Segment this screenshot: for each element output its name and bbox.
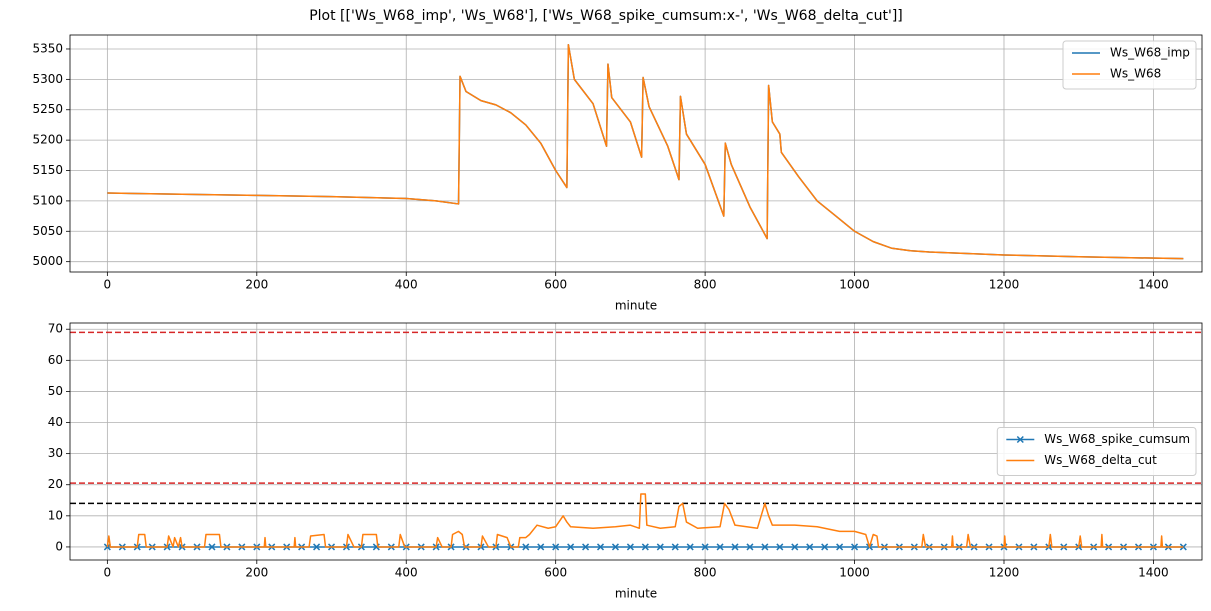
plot-area: [107, 43, 1184, 260]
legend-box: [996, 427, 1197, 476]
y-tick-label: 5350: [32, 41, 63, 55]
series-marker: [746, 543, 754, 551]
y-tick-label: 70: [48, 322, 63, 336]
y-tick-label: 5250: [32, 102, 63, 116]
y-tick-label: 50: [48, 384, 63, 398]
series-marker: [686, 543, 694, 551]
x-tick-label: 200: [245, 278, 268, 292]
x-tick-label: 400: [395, 566, 418, 580]
y-tick-label: 10: [48, 508, 63, 522]
series-marker: [731, 543, 739, 551]
y-tick-label: 5050: [32, 224, 63, 238]
x-tick-label: 600: [544, 278, 567, 292]
figure-title: Plot [['Ws_W68_imp', 'Ws_W68'], ['Ws_W68…: [309, 8, 903, 24]
legend-label: Ws_W68_spike_cumsum: [1044, 432, 1190, 446]
series-marker: [522, 543, 530, 551]
plot-area: [70, 331, 1202, 551]
series-marker: [836, 543, 844, 551]
series-marker: [582, 543, 590, 551]
axes-frame: [69, 34, 1203, 273]
series-marker: [761, 543, 769, 551]
y-tick-label: 5100: [32, 193, 63, 207]
x-tick-label: 400: [395, 278, 418, 292]
x-tick-label: 1400: [1138, 278, 1169, 292]
series-line: [107, 43, 1184, 260]
y-tick-label: 40: [48, 415, 63, 429]
x-axis-label: minute: [615, 299, 657, 313]
x-tick-label: 1200: [989, 566, 1020, 580]
x-tick-label: 800: [694, 278, 717, 292]
series-marker: [776, 543, 784, 551]
series-marker: [701, 543, 709, 551]
series-marker: [641, 543, 649, 551]
legend-label: Ws_W68: [1110, 67, 1161, 81]
series-marker: [716, 543, 724, 551]
y-tick-label: 5200: [32, 133, 63, 147]
series-marker: [537, 543, 545, 551]
y-tick-label: 0: [55, 539, 63, 553]
series-marker: [791, 543, 799, 551]
series-marker: [596, 543, 605, 551]
x-axis-label: minute: [615, 587, 657, 601]
x-tick-label: 800: [694, 566, 717, 580]
x-tick-label: 0: [104, 278, 112, 292]
x-tick-label: 1200: [989, 278, 1020, 292]
series-marker: [208, 543, 216, 551]
x-tick-label: 0: [104, 566, 112, 580]
y-tick-label: 5150: [32, 163, 63, 177]
series-marker: [567, 543, 575, 551]
axes-frame: [69, 322, 1203, 561]
series-marker: [821, 543, 829, 551]
legend-label: Ws_W68_imp: [1110, 46, 1190, 60]
y-tick-label: 30: [48, 446, 63, 460]
legend-marker: [1016, 435, 1024, 444]
series-marker: [806, 543, 814, 551]
y-tick-label: 5300: [32, 72, 63, 86]
series-line: [106, 493, 1184, 548]
y-tick-label: 20: [48, 477, 63, 491]
y-tick-label: 5000: [32, 254, 63, 268]
series-line: [107, 43, 1184, 260]
series-marker: [552, 543, 560, 551]
series-marker: [611, 543, 619, 551]
series-marker: [656, 543, 664, 551]
series-marker: [313, 543, 321, 551]
x-tick-label: 200: [245, 566, 268, 580]
series-marker: [851, 543, 859, 551]
legend-label: Ws_W68_delta_cut: [1044, 453, 1157, 467]
x-tick-label: 1000: [839, 278, 870, 292]
y-tick-label: 60: [48, 353, 63, 367]
x-tick-label: 1400: [1138, 566, 1169, 580]
series-marker: [626, 543, 634, 551]
x-tick-label: 1000: [839, 566, 870, 580]
x-tick-label: 600: [544, 566, 567, 580]
series-marker: [671, 543, 679, 551]
